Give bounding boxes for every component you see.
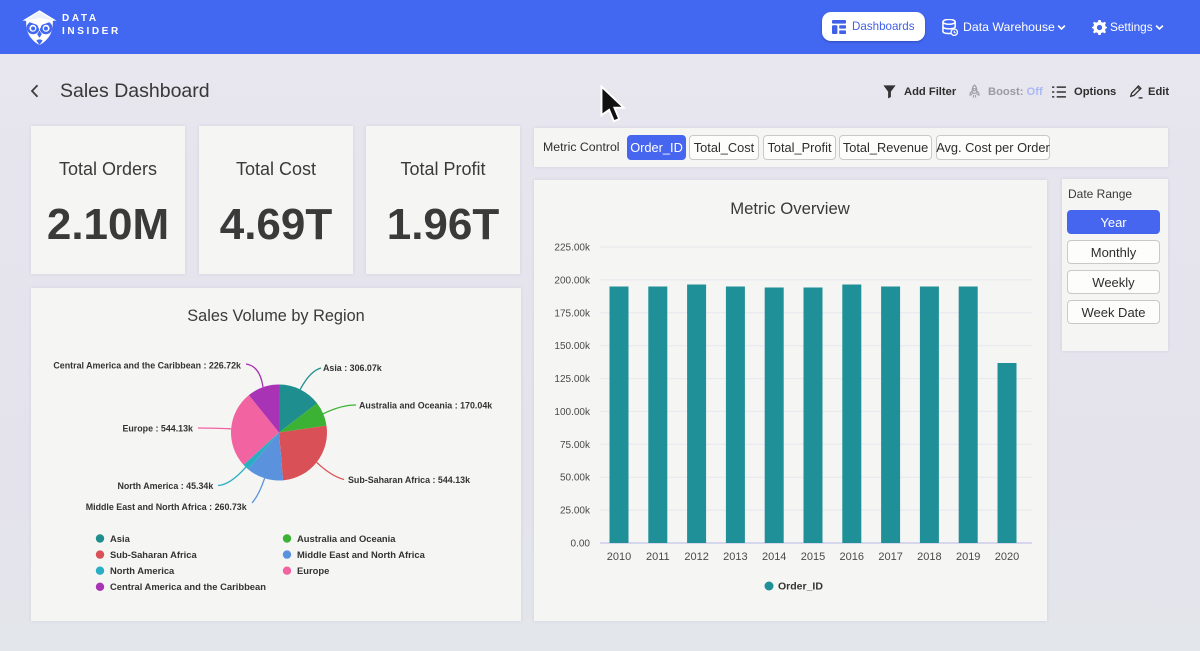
svg-text:2013: 2013 xyxy=(723,551,747,563)
svg-text:2014: 2014 xyxy=(762,551,786,563)
svg-text:Order_ID: Order_ID xyxy=(778,581,823,593)
svg-text:2015: 2015 xyxy=(801,551,825,563)
svg-text:2016: 2016 xyxy=(840,551,864,563)
svg-text:Sub-Saharan Africa : 544.13k: Sub-Saharan Africa : 544.13k xyxy=(348,475,470,485)
svg-text:2010: 2010 xyxy=(607,551,631,563)
svg-text:2019: 2019 xyxy=(956,551,980,563)
svg-text:225.00k: 225.00k xyxy=(554,243,591,254)
svg-text:150.00k: 150.00k xyxy=(554,341,591,352)
svg-text:Sales Volume by Region: Sales Volume by Region xyxy=(187,307,364,325)
svg-text:75.00k: 75.00k xyxy=(560,440,591,451)
svg-text:175.00k: 175.00k xyxy=(554,308,591,319)
svg-text:0.00: 0.00 xyxy=(571,539,591,550)
svg-text:100.00k: 100.00k xyxy=(554,407,591,418)
svg-text:Australia and Oceania: Australia and Oceania xyxy=(297,533,396,544)
svg-text:50.00k: 50.00k xyxy=(560,473,591,484)
svg-text:Central America and the Caribb: Central America and the Caribbean : 226.… xyxy=(53,361,241,371)
svg-text:25.00k: 25.00k xyxy=(560,506,591,517)
svg-text:North America: North America xyxy=(110,565,175,576)
svg-text:Asia: Asia xyxy=(110,533,131,544)
svg-text:Australia and Oceania : 170.04: Australia and Oceania : 170.04k xyxy=(359,401,492,411)
svg-text:125.00k: 125.00k xyxy=(554,374,591,385)
svg-text:Europe: Europe xyxy=(297,565,329,576)
svg-text:2011: 2011 xyxy=(646,551,670,563)
svg-text:Middle East and North Africa: Middle East and North Africa xyxy=(297,549,426,560)
svg-text:2017: 2017 xyxy=(878,551,902,563)
svg-text:Metric Overview: Metric Overview xyxy=(730,199,851,218)
svg-text:2018: 2018 xyxy=(917,551,941,563)
svg-text:2020: 2020 xyxy=(995,551,1019,563)
svg-text:2012: 2012 xyxy=(684,551,708,563)
svg-text:North America : 45.34k: North America : 45.34k xyxy=(117,481,213,491)
svg-text:Europe : 544.13k: Europe : 544.13k xyxy=(122,424,193,434)
svg-text:Central America and the Caribb: Central America and the Caribbean xyxy=(110,581,266,592)
svg-text:Sub-Saharan Africa: Sub-Saharan Africa xyxy=(110,549,197,560)
svg-text:Middle East and North Africa :: Middle East and North Africa : 260.73k xyxy=(86,502,247,512)
svg-text:200.00k: 200.00k xyxy=(554,275,591,286)
svg-text:Asia : 306.07k: Asia : 306.07k xyxy=(323,363,382,373)
